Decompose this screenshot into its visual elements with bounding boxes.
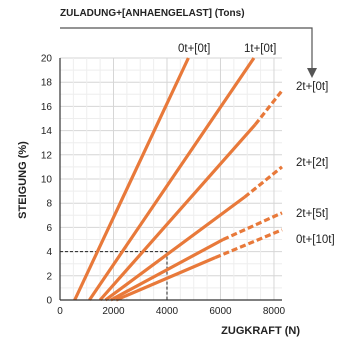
x-tick-label: 0 (57, 306, 63, 317)
series-line-6 (115, 256, 216, 302)
guide-lines (60, 251, 168, 300)
series-line-3 (98, 123, 257, 302)
series-label-1: 0t+[0t] (178, 43, 210, 55)
y-tick-label: 14 (41, 126, 53, 137)
series-line-dashed-5 (222, 211, 283, 241)
series-line-dashed-4 (243, 165, 284, 199)
x-axis-title: ZUGKRAFT (N) (221, 325, 300, 337)
tick-labels: 0 2 4 6 8 10 12 14 16 18 20 0 2000 4000 6000 8000 (41, 54, 286, 318)
series-line-1 (73, 57, 190, 301)
series-line-2 (88, 57, 256, 301)
series-label-6: 0t+[10t] (296, 234, 335, 246)
y-tick-label: 16 (41, 102, 53, 113)
series-label-4: 2t+[2t] (296, 157, 328, 169)
series-label-3: 2t+[0t] (296, 81, 328, 93)
header-pointer (60, 27, 317, 78)
series-labels: 0t+[0t] 1t+[0t] 2t+[0t] 2t+[2t] 2t+[5t] 0t+[1… (178, 43, 335, 246)
series-label-2: 1t+[0t] (244, 43, 276, 55)
y-tick-label: 2 (46, 271, 52, 282)
x-tick-label: 2000 (102, 306, 125, 317)
axes (59, 58, 282, 301)
y-tick-label: 0 (46, 296, 52, 307)
series-label-5: 2t+[5t] (296, 208, 328, 220)
series-line-dashed-3 (253, 89, 284, 126)
y-tick-label: 8 (46, 199, 52, 210)
series-lines (73, 57, 284, 302)
y-tick-label: 12 (41, 150, 53, 161)
pointer-arrow-icon (307, 68, 317, 78)
series-line-5 (110, 238, 224, 302)
series-line-dashed-6 (214, 228, 283, 260)
y-tick-label: 20 (41, 54, 53, 65)
series-line-4 (104, 195, 246, 302)
y-tick-label: 10 (41, 175, 53, 186)
y-tick-label: 18 (41, 78, 53, 89)
y-axis-title: STEIGUNG (%) (17, 141, 29, 219)
x-tick-label: 6000 (209, 306, 232, 317)
y-tick-label: 6 (46, 223, 52, 234)
pointer-line (60, 27, 313, 72)
x-tick-label: 8000 (263, 306, 286, 317)
y-tick-label: 4 (46, 247, 52, 258)
x-tick-label: 4000 (156, 306, 179, 317)
chart-header: ZULADUNG+[ANHAENGELAST] (Tons) (60, 8, 245, 19)
